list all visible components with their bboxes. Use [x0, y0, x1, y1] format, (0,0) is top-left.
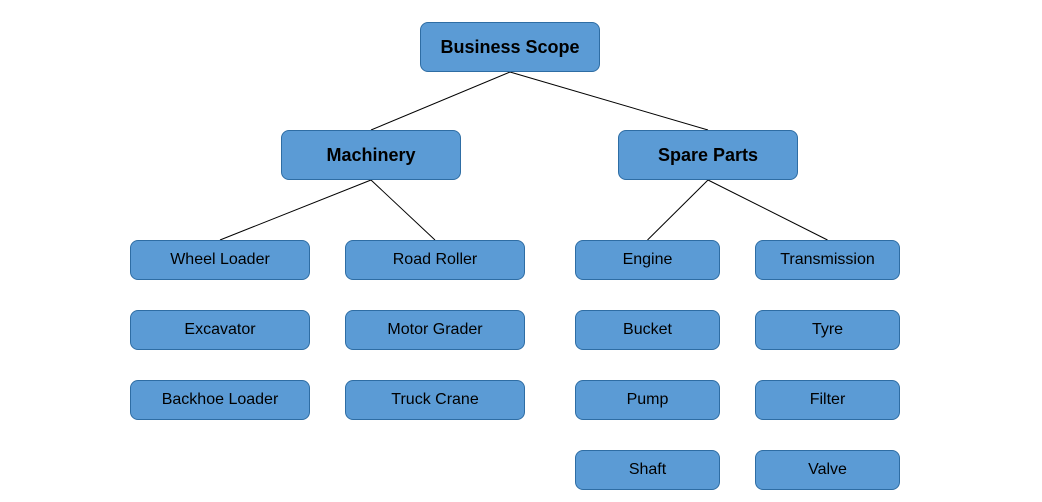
node-root: Business Scope	[420, 22, 600, 72]
edge-spare-to-engine	[648, 180, 709, 240]
node-label: Machinery	[326, 145, 415, 166]
node-label: Shaft	[629, 461, 666, 479]
node-valve: Valve	[755, 450, 900, 490]
node-wheel-loader: Wheel Loader	[130, 240, 310, 280]
node-machinery: Machinery	[281, 130, 461, 180]
node-label: Engine	[623, 251, 673, 269]
node-label: Excavator	[184, 321, 255, 339]
node-label: Motor Grader	[387, 321, 482, 339]
node-label: Valve	[808, 461, 847, 479]
node-label: Road Roller	[393, 251, 477, 269]
node-road-roller: Road Roller	[345, 240, 525, 280]
node-spare: Spare Parts	[618, 130, 798, 180]
node-label: Bucket	[623, 321, 672, 339]
node-label: Backhoe Loader	[162, 391, 279, 409]
node-label: Transmission	[780, 251, 875, 269]
node-excavator: Excavator	[130, 310, 310, 350]
node-pump: Pump	[575, 380, 720, 420]
node-transmission: Transmission	[755, 240, 900, 280]
node-label: Filter	[810, 391, 846, 409]
node-bucket: Bucket	[575, 310, 720, 350]
edge-machinery-to-wheel-loader	[220, 180, 371, 240]
node-label: Tyre	[812, 321, 843, 339]
node-backhoe-loader: Backhoe Loader	[130, 380, 310, 420]
node-filter: Filter	[755, 380, 900, 420]
edge-root-to-machinery	[371, 72, 510, 130]
edge-spare-to-transmission	[708, 180, 828, 240]
node-label: Business Scope	[440, 37, 579, 58]
node-truck-crane: Truck Crane	[345, 380, 525, 420]
node-label: Truck Crane	[391, 391, 478, 409]
node-label: Wheel Loader	[170, 251, 270, 269]
edge-root-to-spare	[510, 72, 708, 130]
node-motor-grader: Motor Grader	[345, 310, 525, 350]
node-shaft: Shaft	[575, 450, 720, 490]
node-tyre: Tyre	[755, 310, 900, 350]
edge-machinery-to-road-roller	[371, 180, 435, 240]
node-label: Spare Parts	[658, 145, 758, 166]
node-engine: Engine	[575, 240, 720, 280]
node-label: Pump	[627, 391, 669, 409]
